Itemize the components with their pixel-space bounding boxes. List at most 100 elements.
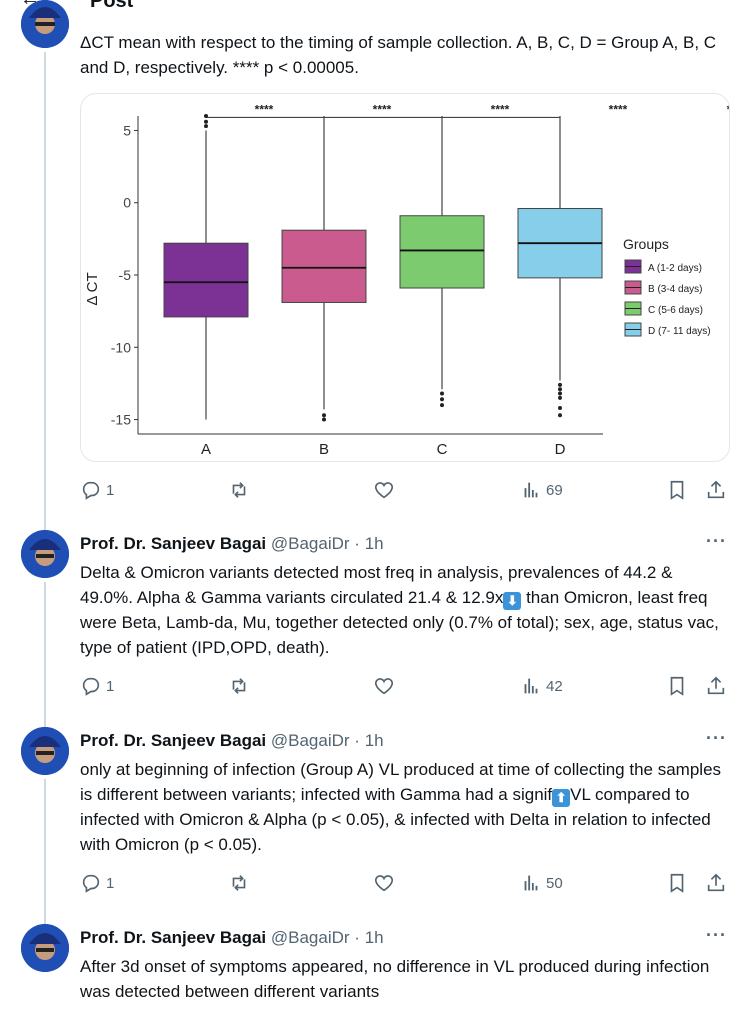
post-actions: 1 69 [80, 478, 730, 502]
up-arrow-emoji: ⬆ [552, 789, 571, 807]
y-tick-label: 5 [123, 122, 131, 138]
share-button[interactable] [705, 871, 727, 895]
thread-connector [44, 779, 46, 924]
post-time[interactable]: 1h [364, 731, 384, 750]
reply-button[interactable]: 1 [80, 478, 114, 502]
outlier-point [204, 119, 208, 124]
significance-label: **** [373, 102, 392, 116]
box-C [399, 215, 485, 289]
y-tick-label: 0 [123, 195, 131, 211]
repost-button[interactable] [228, 871, 250, 895]
outlier-point [440, 403, 444, 408]
avatar[interactable] [21, 530, 69, 578]
outlier-point [558, 391, 562, 396]
views-button[interactable]: 69 [520, 478, 563, 502]
reply-icon [82, 481, 100, 500]
outlier-point [440, 397, 444, 402]
more-icon[interactable]: ··· [706, 728, 727, 748]
significance-label: **** [609, 102, 628, 116]
significance-label: **** [727, 102, 729, 116]
post-header: Prof. Dr. Sanjeev Bagai @BagaiDr · 1h [80, 731, 384, 750]
views-icon [524, 678, 538, 694]
significance-label: **** [491, 102, 510, 116]
avatar[interactable] [21, 727, 69, 775]
repost-button[interactable] [228, 674, 250, 698]
avatar[interactable] [21, 924, 69, 972]
bookmark-button[interactable] [666, 871, 688, 895]
significance-label: **** [255, 102, 274, 116]
bookmark-button[interactable] [666, 478, 688, 502]
share-button[interactable] [705, 478, 727, 502]
repost-icon [232, 482, 246, 498]
views-count: 69 [546, 481, 563, 499]
reply-button[interactable]: 1 [80, 871, 114, 895]
author-name[interactable]: Prof. Dr. Sanjeev Bagai [80, 928, 267, 947]
bookmark-button[interactable] [666, 674, 688, 698]
views-icon [524, 482, 538, 498]
views-button[interactable]: 42 [520, 674, 563, 698]
reply-count: 1 [106, 481, 115, 499]
outlier-point [440, 391, 444, 396]
views-count: 42 [546, 677, 563, 695]
reply-icon [82, 874, 100, 893]
author-handle[interactable]: @BagaiDr [270, 731, 350, 750]
box-A [163, 242, 249, 318]
reply-icon [82, 677, 100, 696]
post-text: After 3d onset of symptoms appeared, no … [80, 957, 710, 1001]
post-header: Prof. Dr. Sanjeev Bagai @BagaiDr · 1h [80, 534, 384, 553]
x-tick-label: D [555, 441, 566, 458]
y-tick-label: -15 [111, 412, 131, 428]
post-text: ΔCT mean with respect to the timing of s… [80, 33, 717, 77]
post-text: only at beginning of infection (Group A)… [80, 760, 722, 854]
legend-entry: A (1-2 days) [648, 263, 702, 274]
outlier-point [322, 413, 326, 418]
views-icon [524, 875, 538, 891]
share-button[interactable] [705, 674, 727, 698]
post-text: Delta & Omicron variants detected most f… [80, 563, 719, 657]
outlier-point [558, 395, 562, 400]
share-icon [707, 873, 725, 892]
share-icon [707, 480, 725, 499]
post-time[interactable]: 1h [364, 928, 384, 947]
author-name[interactable]: Prof. Dr. Sanjeev Bagai [80, 731, 267, 750]
heart-icon [374, 678, 394, 695]
down-arrow-emoji: ⬇ [503, 592, 522, 610]
x-tick-label: B [319, 441, 329, 458]
like-button[interactable] [373, 871, 395, 895]
views-count: 50 [546, 874, 563, 892]
reply-count: 1 [106, 874, 115, 892]
avatar[interactable] [21, 0, 69, 48]
boxplot-chart: 5 0 -5 -10 -15 **** **** **** **** **** A B C D A (1-2… [84, 102, 729, 458]
repost-button[interactable] [228, 478, 250, 502]
like-button[interactable] [373, 478, 395, 502]
more-icon[interactable]: ··· [706, 925, 727, 945]
page-title: Post [90, 0, 134, 12]
heart-icon [374, 482, 394, 499]
reply-count: 1 [106, 677, 115, 695]
legend-title: Groups [623, 236, 669, 252]
x-tick-label: A [201, 441, 211, 458]
author-name[interactable]: Prof. Dr. Sanjeev Bagai [80, 534, 267, 553]
outlier-point [204, 114, 208, 118]
outlier-point [204, 124, 208, 129]
legend-entry: D (7- 11 days) [648, 326, 711, 337]
like-button[interactable] [373, 674, 395, 698]
thread-connector [44, 582, 46, 727]
y-axis-label: Δ CT [84, 272, 101, 305]
post-time[interactable]: 1h [364, 534, 384, 553]
more-icon[interactable]: ··· [706, 531, 727, 551]
thread-connector [44, 52, 46, 530]
outlier-point [558, 405, 562, 410]
views-button[interactable]: 50 [520, 871, 563, 895]
author-handle[interactable]: @BagaiDr [270, 928, 350, 947]
reply-button[interactable]: 1 [80, 674, 114, 698]
author-handle[interactable]: @BagaiDr [270, 534, 350, 553]
post-actions: 1 50 [80, 871, 730, 895]
legend-entry: B (3-4 days) [648, 284, 702, 295]
x-tick-label: C [437, 441, 448, 458]
repost-icon [232, 678, 246, 694]
post-actions: 1 42 [80, 674, 730, 698]
post-image-chart[interactable]: 5 0 -5 -10 -15 **** **** **** **** **** A B C D A (1-2… [80, 93, 730, 462]
heart-icon [374, 875, 394, 892]
repost-icon [232, 875, 246, 891]
